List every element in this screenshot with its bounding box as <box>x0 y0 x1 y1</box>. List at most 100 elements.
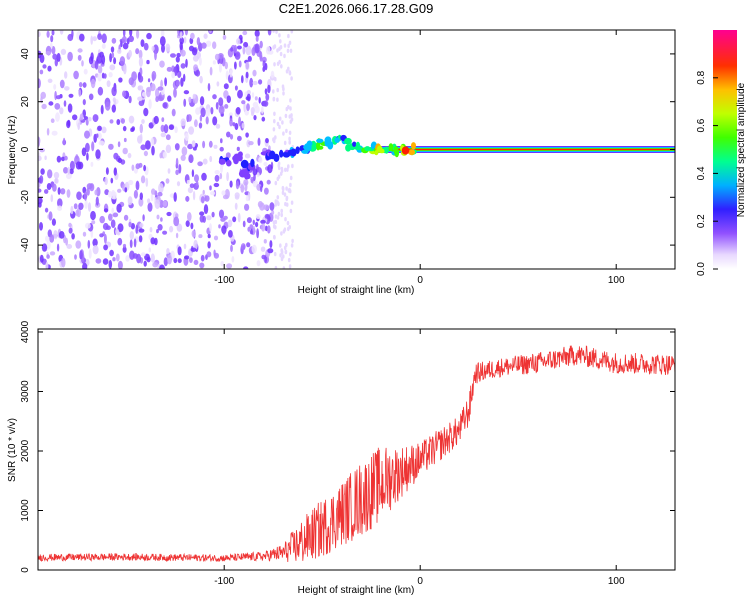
noise-blob <box>252 80 258 86</box>
noise-blob <box>259 51 263 60</box>
noise-blob <box>245 61 250 70</box>
noise-blob <box>261 223 266 232</box>
noise-blob <box>258 97 261 104</box>
noise-blob <box>88 56 94 65</box>
noise-blob <box>38 155 42 161</box>
noise-blob <box>276 176 280 182</box>
noise-blob <box>273 111 276 117</box>
noise-blob <box>195 107 201 115</box>
noise-blob <box>284 217 287 222</box>
y-tick-label: 40 <box>20 48 31 60</box>
noise-blob <box>175 79 180 87</box>
noise-blob <box>146 32 152 40</box>
noise-blob <box>109 53 112 63</box>
noise-blob <box>199 215 205 223</box>
noise-blob <box>218 97 224 107</box>
noise-blob <box>146 87 151 98</box>
noise-blob <box>38 182 41 188</box>
noise-blob <box>145 140 151 150</box>
noise-blob <box>110 219 116 228</box>
noise-blob <box>83 191 88 201</box>
noise-blob <box>108 143 114 150</box>
noise-blob <box>141 252 146 257</box>
noise-blob <box>155 96 159 103</box>
noise-blob <box>169 225 174 233</box>
noise-blob <box>79 250 83 260</box>
noise-blob <box>53 84 57 90</box>
noise-blob <box>279 51 283 57</box>
noise-blob <box>242 46 246 55</box>
noise-blob <box>242 30 248 36</box>
noise-blob <box>289 48 293 53</box>
noise-blob <box>280 168 284 173</box>
noise-blob <box>259 202 265 211</box>
noise-blob <box>240 243 246 250</box>
noise-blob <box>137 135 143 144</box>
noise-blob <box>139 192 143 200</box>
feature-point <box>393 146 399 155</box>
noise-blob <box>118 77 123 83</box>
noise-blob <box>215 102 219 110</box>
noise-blob <box>112 191 117 200</box>
noise-blob <box>176 181 181 187</box>
noise-blob <box>153 115 159 125</box>
noise-blob <box>128 221 132 228</box>
noise-blob <box>48 211 53 221</box>
noise-blob <box>249 224 254 230</box>
noise-blob <box>191 169 195 178</box>
noise-blob <box>186 179 190 185</box>
noise-blob <box>162 230 168 235</box>
noise-blob <box>277 211 281 217</box>
noise-blob <box>194 174 199 183</box>
noise-blob <box>244 203 250 211</box>
noise-blob <box>173 216 180 227</box>
noise-blob <box>108 72 113 78</box>
noise-blob <box>130 223 135 230</box>
feature-point <box>388 143 394 151</box>
noise-blob <box>213 235 219 241</box>
noise-blob <box>271 210 275 215</box>
noise-blob <box>55 95 62 100</box>
noise-blob <box>75 240 82 249</box>
noise-blob <box>101 126 107 134</box>
noise-blob <box>143 107 149 117</box>
feature-point <box>364 146 371 152</box>
noise-blob <box>86 183 93 190</box>
noise-blob <box>243 266 249 269</box>
noise-blob <box>240 184 245 193</box>
noise-blob <box>228 230 233 238</box>
noise-blob <box>198 234 203 239</box>
noise-blob <box>206 251 212 258</box>
feature-point <box>378 148 385 154</box>
noise-blob <box>225 152 231 159</box>
noise-blob <box>245 71 249 79</box>
noise-blob <box>105 225 111 230</box>
noise-blob <box>199 114 203 122</box>
noise-blob <box>157 96 164 102</box>
noise-blob <box>90 161 94 167</box>
noise-blob <box>285 186 288 191</box>
noise-blob <box>156 214 160 220</box>
noise-blob <box>55 112 60 122</box>
feature-point <box>327 140 334 150</box>
y-tick-label: -40 <box>20 237 31 252</box>
noise-blob <box>226 263 233 269</box>
noise-blob <box>226 131 231 138</box>
noise-blob <box>165 144 172 154</box>
noise-blob <box>267 248 274 254</box>
noise-blob <box>209 223 212 232</box>
noise-blob <box>71 233 75 240</box>
noise-blob <box>138 57 143 67</box>
noise-blob <box>260 219 266 224</box>
noise-blob <box>124 187 128 193</box>
noise-blob <box>284 249 288 255</box>
noise-blob <box>180 49 186 57</box>
noise-blob <box>129 239 133 249</box>
noise-blob <box>105 167 109 175</box>
noise-blob <box>66 173 72 180</box>
noise-blob <box>52 183 57 192</box>
noise-blob <box>136 253 142 264</box>
noise-blob <box>101 33 107 44</box>
noise-blob <box>92 36 97 42</box>
noise-blob <box>139 223 144 228</box>
